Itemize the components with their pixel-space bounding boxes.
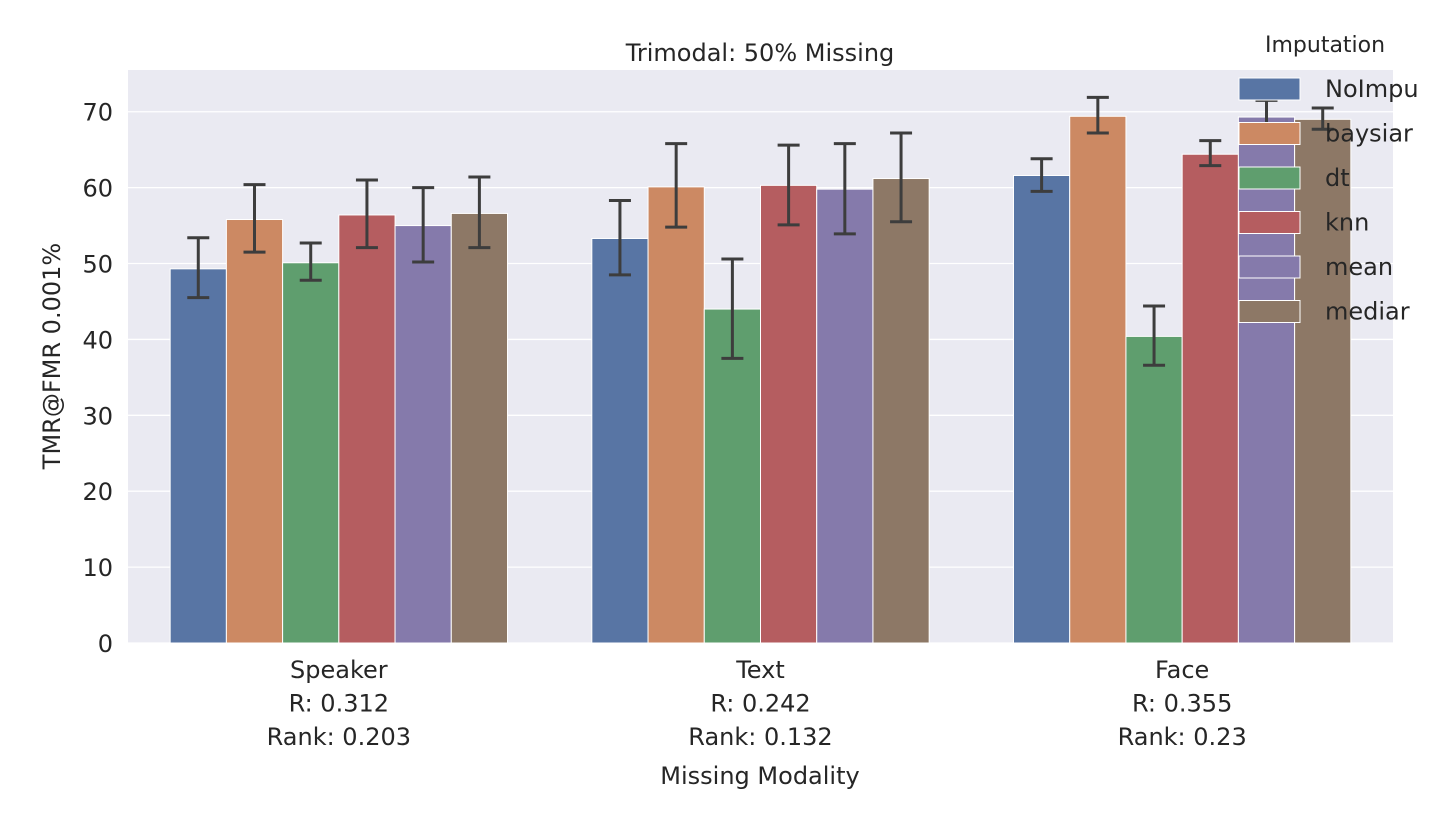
legend: Imputation NoImpu baysiar dt knn mean mediar: [1238, 33, 1419, 326]
y-tick-label-1: 10: [82, 554, 113, 582]
y-tick-label-0: 0: [98, 630, 113, 658]
legend-label-4: mean: [1325, 253, 1393, 281]
bar-2-2: [1125, 335, 1183, 644]
bar-1-2: [1069, 115, 1127, 644]
legend-label-2: dt: [1325, 164, 1350, 192]
bar-series-group: [169, 115, 1352, 644]
y-tick-label-7: 70: [82, 99, 113, 127]
legend-swatch-4: [1238, 255, 1301, 279]
bar-4-2: [1237, 116, 1296, 644]
bar-4-0: [394, 225, 452, 644]
x-axis-ticks: Speaker R: 0.312 Rank: 0.203 Text R: 0.242 Ra…: [267, 656, 1247, 751]
chart-title: Trimodal: 50% Missing: [625, 39, 895, 67]
x-axis-label: Missing Modality: [660, 762, 859, 790]
legend-swatch-5: [1238, 300, 1301, 323]
bar-0-0: [169, 268, 227, 644]
legend-swatch-3: [1238, 211, 1301, 234]
legend-swatch-2: [1238, 166, 1301, 190]
x-tick-label-0-1: R: 0.312: [289, 690, 389, 718]
y-tick-label-4: 40: [82, 326, 113, 354]
bar-1-0: [225, 219, 284, 644]
legend-label-0: NoImpu: [1325, 75, 1419, 103]
y-axis-ticks: 0 10 20 30 40 50 60 70: [82, 99, 113, 658]
y-tick-label-2: 20: [82, 478, 113, 506]
x-tick-label-2-0: Face: [1155, 656, 1209, 684]
bar-3-1: [760, 184, 818, 644]
y-tick-label-5: 50: [82, 251, 113, 279]
bar-5-2: [1294, 118, 1352, 644]
y-axis-label: TMR@FMR 0.001%: [38, 243, 66, 470]
x-tick-label-1-0: Text: [735, 656, 785, 684]
x-tick-label-2-2: Rank: 0.23: [1118, 723, 1247, 751]
bar-5-1: [872, 178, 930, 644]
bar-2-0: [282, 262, 340, 644]
y-tick-label-6: 60: [82, 175, 113, 203]
x-tick-label-0-2: Rank: 0.203: [267, 723, 411, 751]
legend-title: Imputation: [1265, 33, 1385, 58]
bar-1-1: [647, 186, 705, 644]
x-tick-label-1-2: Rank: 0.132: [688, 723, 832, 751]
bar-3-0: [338, 214, 396, 644]
legend-swatch-1: [1238, 122, 1301, 145]
bar-3-2: [1181, 153, 1239, 644]
bar-4-1: [816, 188, 874, 644]
legend-label-3: knn: [1325, 209, 1369, 237]
bar-5-0: [450, 212, 508, 644]
x-tick-label-2-1: R: 0.355: [1132, 690, 1232, 718]
x-tick-label-1-1: R: 0.242: [710, 690, 810, 718]
bar-0-1: [591, 237, 649, 644]
bar-0-2: [1013, 174, 1071, 644]
legend-label-5: mediar: [1325, 298, 1410, 326]
error-bars-group: [187, 95, 1334, 367]
x-tick-label-0-0: Speaker: [290, 656, 388, 684]
legend-label-1: baysiar: [1325, 120, 1413, 148]
y-tick-label-3: 30: [82, 402, 113, 430]
legend-swatch-0: [1238, 77, 1301, 101]
